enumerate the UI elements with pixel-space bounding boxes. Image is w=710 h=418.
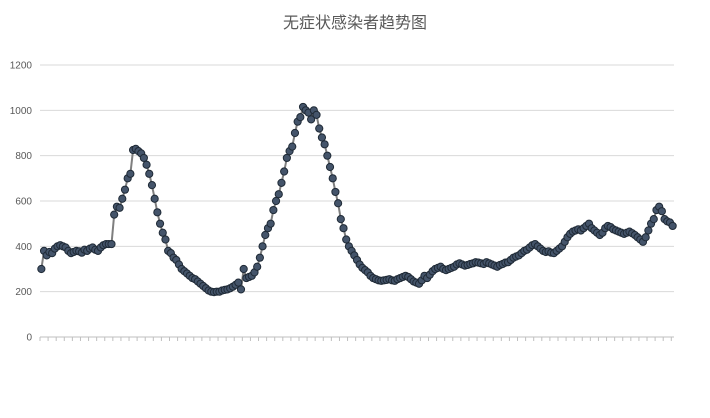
data-point [145,169,154,178]
data-point [296,113,305,122]
y-tick-label: 1000 [10,106,33,117]
x-axis [39,336,674,341]
data-point [290,128,300,138]
data-point [118,194,127,203]
data-point [155,219,165,228]
data-point [126,169,135,178]
data-point [325,162,335,172]
data-point [261,230,270,240]
data-point [107,239,116,249]
data-point [271,196,281,206]
y-tick-label: 400 [15,242,32,253]
data-point [258,242,267,251]
data-point [110,210,119,219]
data-point [282,153,291,163]
data-point [239,264,248,274]
data-point [147,181,157,190]
data-point [668,221,677,231]
data-point [320,140,329,149]
data-point [328,174,337,183]
data-point [153,208,162,217]
data-point [158,228,167,237]
data-point [234,278,243,287]
data-point [161,235,170,244]
y-tick-label: 1200 [10,61,33,72]
y-tick-label: 800 [15,151,32,162]
data-point [274,190,283,199]
y-tick-label: 0 [26,333,32,344]
data-point [339,224,348,233]
data-point [641,233,650,242]
series-group [37,102,677,297]
data-point [323,151,332,160]
data-point [255,253,264,262]
data-point [120,185,130,194]
data-point [336,215,345,224]
data-point [317,133,327,142]
data-point [312,110,321,119]
data-point [236,285,246,294]
data-point [139,153,148,163]
data-point [657,207,666,216]
data-point [253,262,262,271]
data-point [280,167,289,176]
data-point [142,160,151,169]
data-point [334,199,343,208]
data-point [331,187,340,197]
data-point [307,115,316,124]
data-point [37,264,46,274]
y-axis-tick-labels: 0 200 400 600 800 1000 1200 [10,61,33,344]
data-point [342,235,351,244]
data-point [115,203,124,212]
data-point [649,215,658,224]
data-point [315,124,324,133]
data-point [644,226,653,235]
y-tick-label: 200 [15,287,32,298]
y-tick-label: 600 [15,197,32,208]
chart-title: 无症状感染者趋势图 [283,13,427,32]
data-point [269,205,278,215]
data-point [288,142,297,151]
data-point [266,219,275,228]
data-point [150,194,159,203]
data-point [277,178,286,187]
